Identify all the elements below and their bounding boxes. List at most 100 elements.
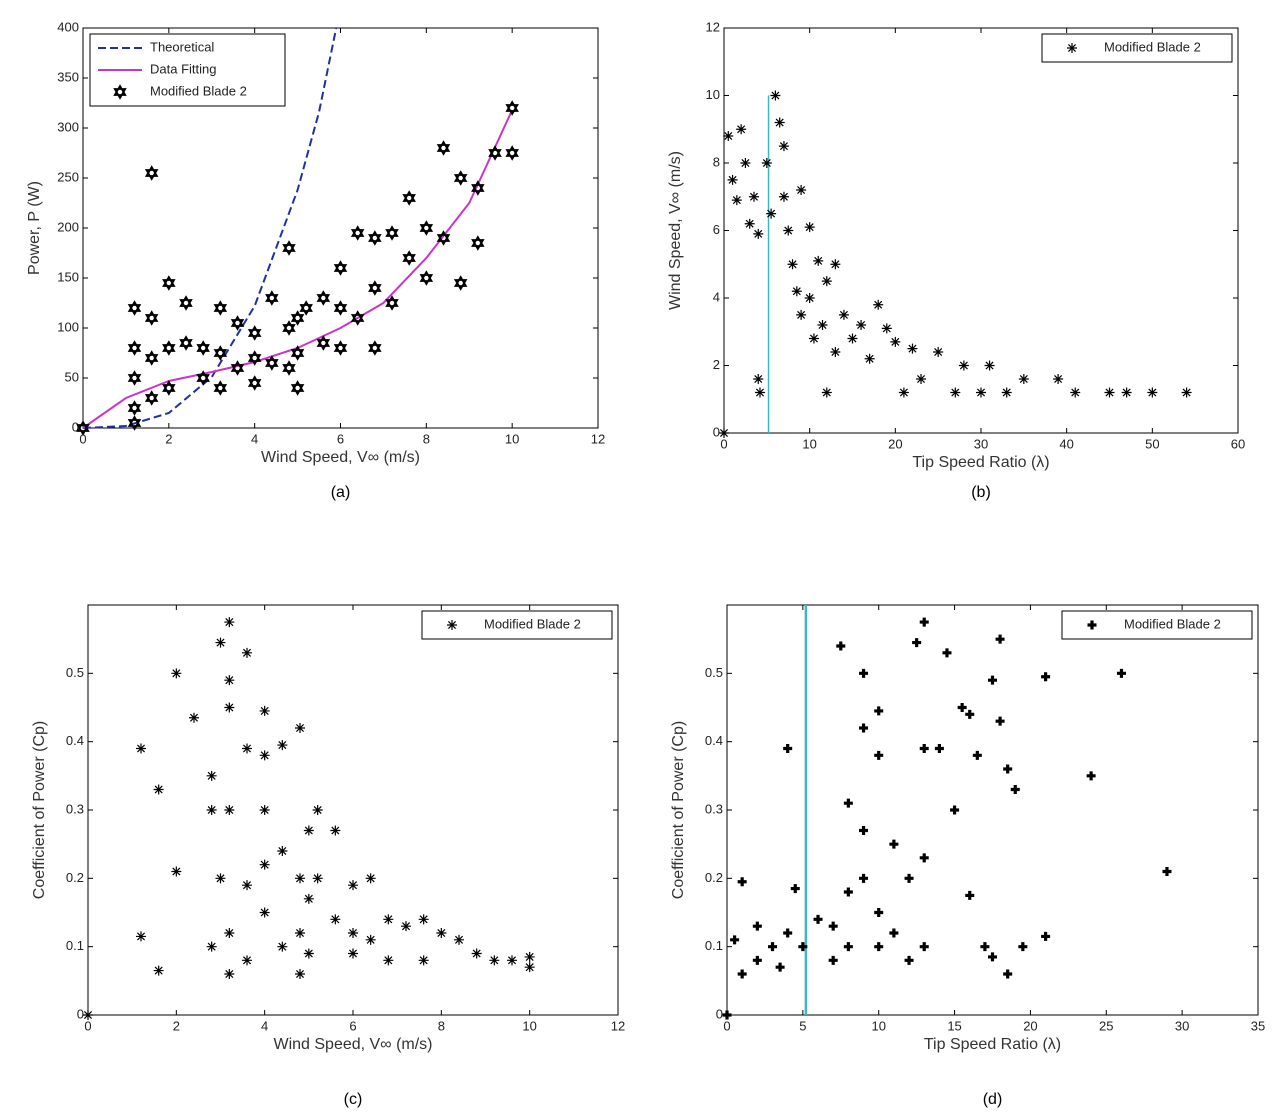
marker (247, 325, 262, 341)
marker (808, 333, 819, 344)
marker (179, 295, 193, 311)
marker (753, 374, 764, 384)
marker (847, 333, 858, 344)
marker (144, 310, 159, 326)
marker (153, 784, 164, 795)
marker (919, 853, 929, 863)
marker (881, 323, 892, 334)
x-tick-label: 60 (1231, 436, 1245, 451)
marker (316, 335, 331, 351)
x-tick-label: 15 (947, 1018, 961, 1033)
marker (830, 259, 841, 270)
marker (365, 934, 376, 945)
marker (290, 310, 305, 326)
y-tick-label: 2 (713, 357, 720, 372)
marker (436, 928, 447, 938)
marker (889, 839, 899, 849)
y-tick-label: 0 (713, 424, 720, 439)
marker (730, 935, 740, 945)
y-tick-label: 300 (57, 119, 79, 134)
marker (912, 638, 922, 648)
marker (348, 948, 358, 959)
marker (505, 100, 519, 116)
marker (488, 145, 502, 161)
marker (489, 955, 500, 966)
marker (242, 647, 252, 658)
marker (127, 400, 142, 416)
marker (737, 969, 747, 979)
x-tick-label: 20 (888, 436, 902, 451)
chart: 0 5 10 15 20 25 30 35 0 0.1 0.2 0.3 0.4 0.5 Tip Speed … (670, 604, 1265, 1108)
marker (242, 955, 252, 966)
marker (752, 955, 762, 965)
marker (744, 218, 755, 229)
legend: Modified Blade 2 (421, 610, 613, 640)
marker (965, 709, 975, 719)
marker (295, 723, 305, 733)
marker (988, 675, 997, 685)
marker (368, 340, 382, 356)
y-tick-label: 50 (65, 369, 79, 384)
marker (402, 190, 416, 206)
marker (303, 948, 314, 959)
marker (1116, 668, 1126, 678)
marker (265, 290, 279, 306)
legend-label: Modified Blade 2 (1104, 39, 1201, 54)
marker (206, 941, 217, 952)
marker (836, 641, 846, 651)
caption: (b) (971, 484, 991, 501)
marker (230, 315, 245, 331)
marker (127, 415, 142, 431)
x-tick-label: 20 (1023, 1018, 1037, 1033)
caption: (c) (344, 1091, 363, 1108)
marker (1018, 374, 1029, 384)
marker (144, 390, 159, 406)
marker (330, 914, 341, 925)
marker (259, 750, 270, 761)
marker (898, 387, 909, 398)
y-tick-label: 0.1 (705, 938, 723, 953)
marker (136, 931, 146, 942)
marker (277, 846, 288, 856)
marker (471, 235, 485, 251)
marker (507, 955, 517, 966)
x-axis-label: Wind Speed, V∞ (m/s) (273, 1036, 432, 1053)
marker (817, 320, 828, 330)
marker (295, 873, 305, 884)
plot-area (726, 604, 1259, 1016)
legend-swatch (113, 84, 127, 100)
marker (787, 259, 798, 270)
y-tick-label: 10 (706, 87, 720, 102)
marker (524, 962, 535, 973)
marker (259, 705, 270, 716)
marker (247, 375, 262, 391)
x-tick-label: 40 (1059, 436, 1073, 451)
x-tick-label: 30 (1175, 1018, 1189, 1033)
y-tick-label: 0.2 (66, 870, 84, 885)
marker (83, 1010, 93, 1020)
x-tick-label: 8 (423, 431, 430, 446)
legend: Modified Blade 2 (1041, 33, 1233, 63)
marker (224, 617, 235, 628)
marker (401, 921, 411, 932)
y-tick-label: 100 (57, 319, 79, 334)
marker (277, 740, 288, 751)
marker (916, 374, 927, 384)
marker (796, 309, 807, 320)
marker (736, 124, 747, 135)
marker (265, 355, 279, 371)
marker (859, 723, 869, 733)
x-tick-label: 10 (802, 436, 816, 451)
marker (242, 880, 252, 891)
marker (934, 744, 944, 753)
marker (162, 340, 176, 356)
marker (277, 941, 288, 952)
marker (775, 962, 785, 972)
marker (1003, 969, 1013, 979)
marker (224, 969, 235, 979)
marker (1041, 931, 1051, 941)
marker (874, 908, 884, 917)
marker (402, 250, 416, 266)
marker (843, 887, 853, 897)
